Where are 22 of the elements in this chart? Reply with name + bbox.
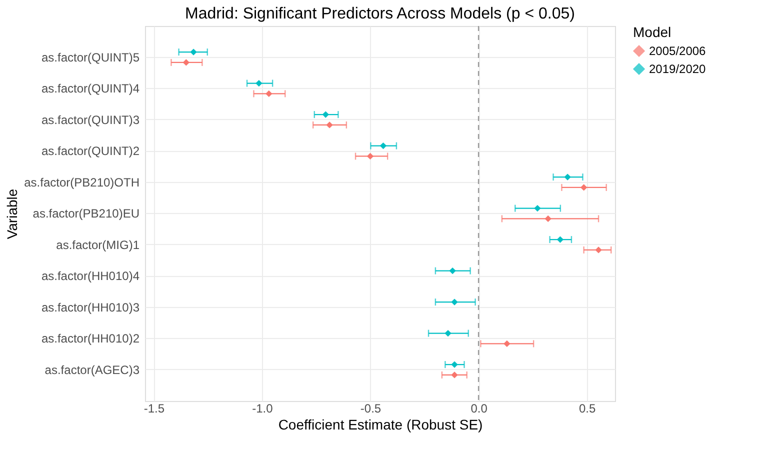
y-tick-label: as.factor(HH010)3 [41,300,140,314]
y-tick-label: as.factor(HH010)4 [41,269,140,283]
legend-title: Model [633,24,672,40]
y-tick-label: as.factor(QUINT)4 [41,82,140,96]
x-tick-label: 0.0 [470,402,488,416]
y-tick-label: as.factor(MIG)1 [56,238,140,252]
y-tick-label: as.factor(QUINT)5 [41,50,140,64]
y-tick-label: as.factor(HH010)2 [41,332,140,346]
x-tick-label: 0.5 [579,402,596,416]
legend-label: 2005/2006 [649,44,706,58]
y-tick-label: as.factor(AGEC)3 [44,362,140,377]
y-tick-label: as.factor(PB210)OTH [24,175,140,190]
chart-title: Madrid: Significant Predictors Across Models (p < 0.05) [185,5,575,22]
x-tick-label: -1.5 [144,402,165,416]
x-tick-label: -1.0 [252,402,274,416]
y-tick-label: as.factor(QUINT)2 [41,144,140,158]
y-tick-label: as.factor(PB210)EU [32,206,140,220]
x-axis-title: Coefficient Estimate (Robust SE) [278,416,483,432]
x-tick-label: -0.5 [360,402,382,416]
y-axis-title: Variable [4,188,20,240]
y-tick-label: as.factor(QUINT)3 [41,112,140,127]
legend-label: 2019/2020 [649,62,706,76]
